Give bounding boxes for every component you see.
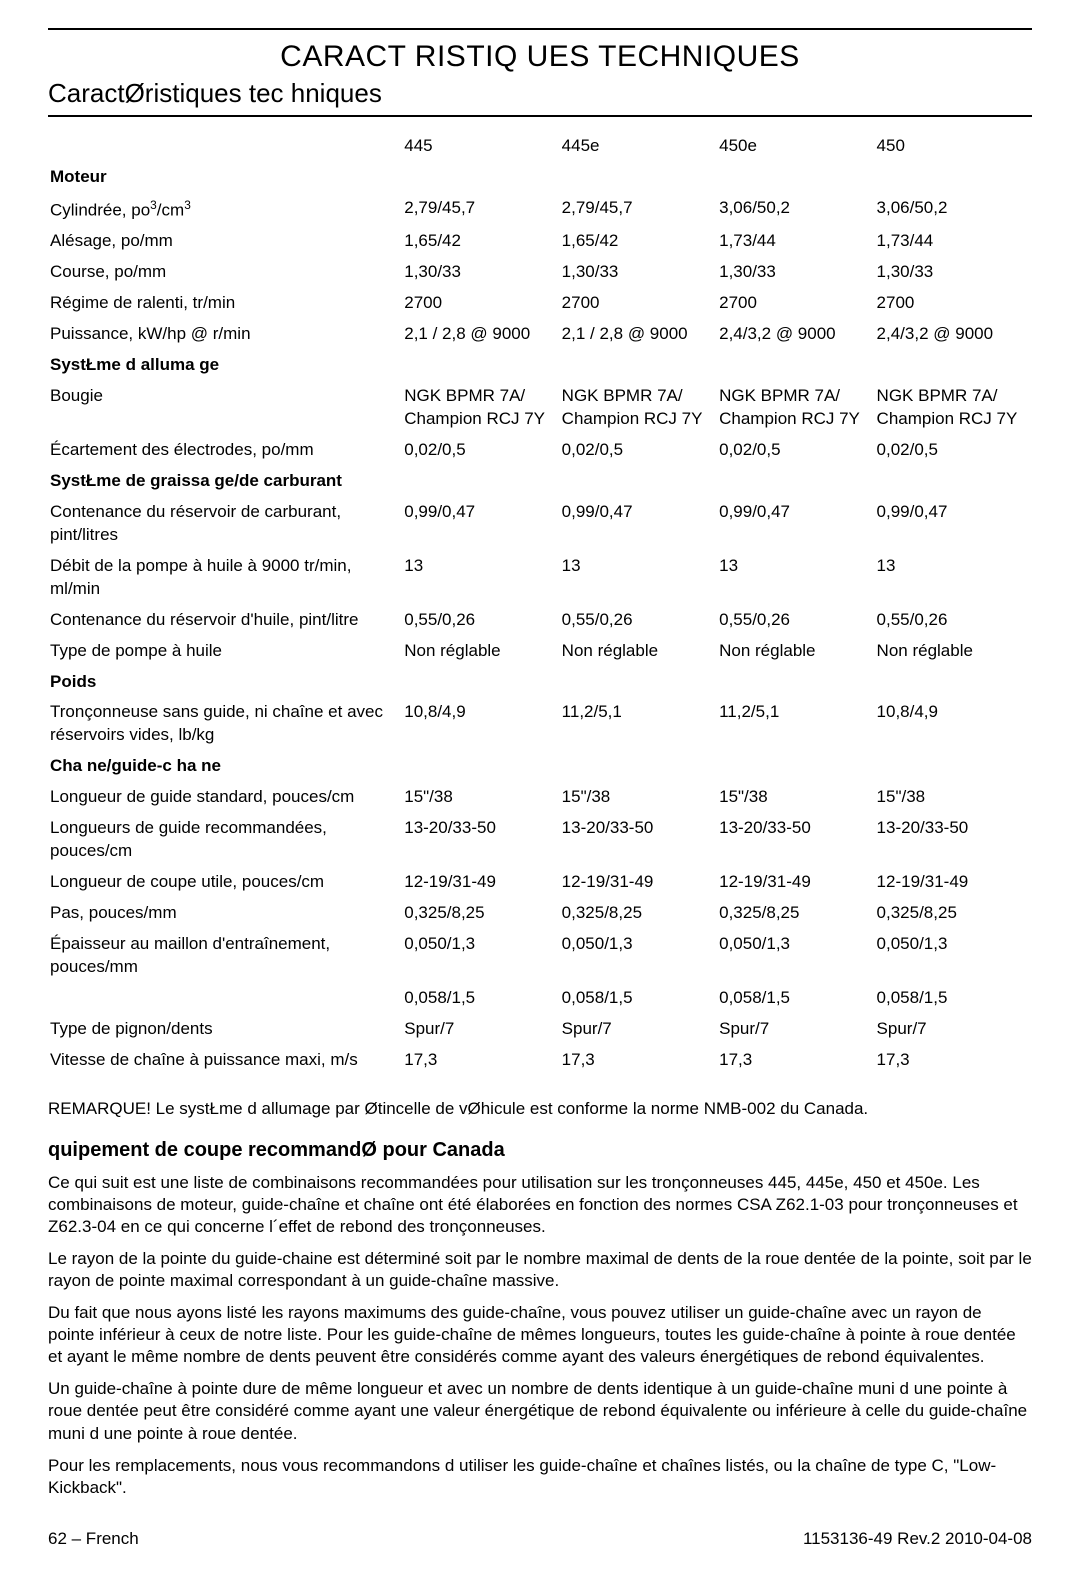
row-vitesse: Vitesse de chaîne à puissance maxi, m/s1… [48, 1045, 1032, 1076]
group-poids: Poids [48, 667, 1032, 698]
group-allumage: SystŁme d alluma ge [48, 350, 1032, 381]
sub-title: quipement de coupe recommandØ pour Canad… [48, 1139, 1032, 1162]
row-lgstd: Longueur de guide standard, pouces/cm15"… [48, 782, 1032, 813]
footer-left: 62 – French [48, 1529, 139, 1549]
spec-table: 445 445e 450e 450 Moteur Cylindrée, po3/… [48, 131, 1032, 1076]
row-alesage: Alésage, po/mm1,65/421,65/421,73/441,73/… [48, 226, 1032, 257]
row-epais: Épaisseur au maillon d'entraînement, pou… [48, 929, 1032, 983]
section-title: CaractØristiques tec hniques [48, 78, 1032, 117]
page-title: CARACT RISTIQ UES TECHNIQUES [48, 32, 1032, 78]
col-450e: 450e [717, 131, 874, 162]
col-445e: 445e [560, 131, 717, 162]
row-tronc: Tronçonneuse sans guide, ni chaîne et av… [48, 697, 1032, 751]
table-header-row: 445 445e 450e 450 [48, 131, 1032, 162]
row-lgcoupe: Longueur de coupe utile, pouces/cm12-19/… [48, 867, 1032, 898]
para-3: Du fait que nous ayons listé les rayons … [48, 1302, 1032, 1368]
row-bougie: BougieNGK BPMR 7A/ Champion RCJ 7YNGK BP… [48, 381, 1032, 435]
para-5: Pour les remplacements, nous vous recomm… [48, 1455, 1032, 1499]
footer-right: 1153136-49 Rev.2 2010-04-08 [803, 1529, 1032, 1549]
col-445: 445 [402, 131, 559, 162]
header-blank [48, 131, 402, 162]
note-text: REMARQUE! Le systŁme d allumage par Øtin… [48, 1098, 1032, 1121]
row-reshuile: Contenance du réservoir d'huile, pint/li… [48, 605, 1032, 636]
top-rule [48, 28, 1032, 30]
row-cylindree: Cylindrée, po3/cm3 2,79/45,7 2,79/45,7 3… [48, 193, 1032, 227]
row-pignon: Type de pignon/dentsSpur/7Spur/7Spur/7Sp… [48, 1014, 1032, 1045]
row-reservoir: Contenance du réservoir de carburant, pi… [48, 497, 1032, 551]
para-1: Ce qui suit est une liste de combinaison… [48, 1172, 1032, 1238]
group-chaine: Cha ne/guide-c ha ne [48, 751, 1032, 782]
col-450: 450 [875, 131, 1032, 162]
para-4: Un guide-chaîne à pointe dure de même lo… [48, 1378, 1032, 1444]
row-puissance: Puissance, kW/hp @ r/min2,1 / 2,8 @ 9000… [48, 319, 1032, 350]
row-pas: Pas, pouces/mm0,325/8,250,325/8,250,325/… [48, 898, 1032, 929]
row-lgrec: Longueurs de guide recommandées, pouces/… [48, 813, 1032, 867]
group-moteur: Moteur [48, 162, 1032, 193]
row-ralenti: Régime de ralenti, tr/min270027002700270… [48, 288, 1032, 319]
label-cylindree: Cylindrée, po3/cm3 [48, 193, 402, 227]
group-graissage: SystŁme de graissa ge/de carburant [48, 466, 1032, 497]
row-ecart: Écartement des électrodes, po/mm0,02/0,5… [48, 435, 1032, 466]
row-pompe: Débit de la pompe à huile à 9000 tr/min,… [48, 551, 1032, 605]
page-footer: 62 – French 1153136-49 Rev.2 2010-04-08 [48, 1529, 1032, 1549]
para-2: Le rayon de la pointe du guide-chaine es… [48, 1248, 1032, 1292]
row-typepompe: Type de pompe à huileNon réglableNon rég… [48, 636, 1032, 667]
row-course: Course, po/mm1,30/331,30/331,30/331,30/3… [48, 257, 1032, 288]
row-epais2: 0,058/1,50,058/1,50,058/1,50,058/1,5 [48, 983, 1032, 1014]
